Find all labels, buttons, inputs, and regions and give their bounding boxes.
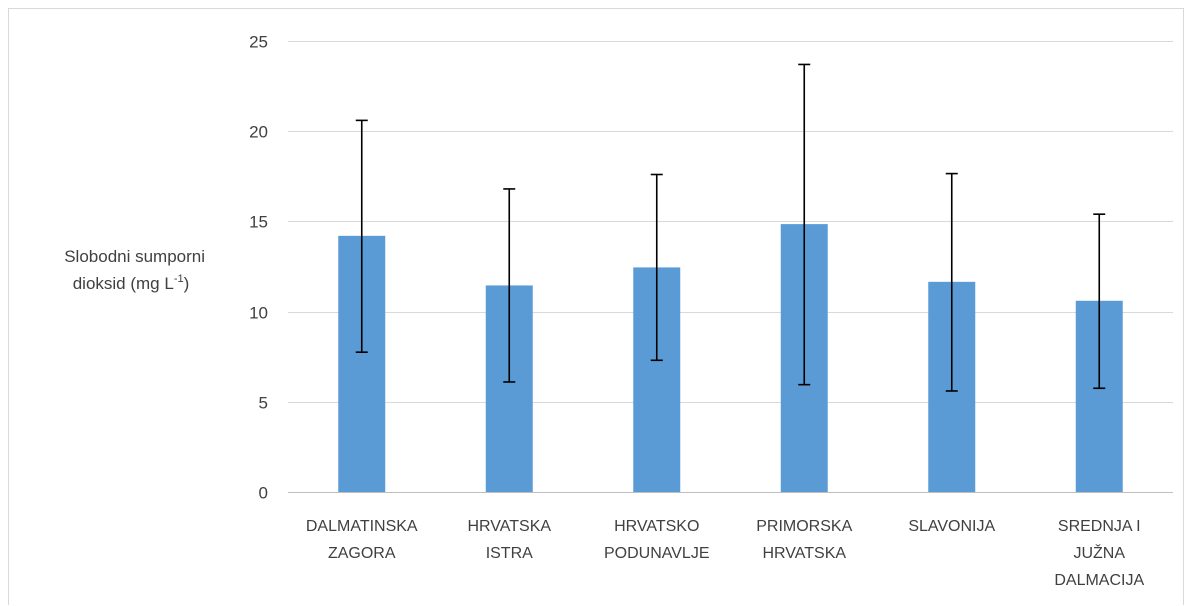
- y-axis-label-tail: ): [184, 274, 190, 293]
- y-tick-label: 20: [249, 123, 268, 142]
- y-tick-label: 0: [259, 484, 268, 503]
- y-tick-label: 10: [249, 304, 268, 323]
- gridlines: [288, 41, 1173, 493]
- category-label-line: JUŽNA: [1073, 543, 1125, 562]
- y-tick-label: 5: [259, 394, 268, 413]
- category-label: DALMATINSKA ZAGORA: [306, 518, 418, 562]
- category-label-line: HRVATSKA: [762, 545, 846, 562]
- error-bar: [798, 63, 811, 386]
- error-bar: [945, 172, 958, 392]
- y-axis-label-superscript: -1: [174, 273, 184, 285]
- error-bars: [355, 63, 1106, 392]
- category-label-line: SREDNJA I: [1058, 518, 1141, 535]
- y-tick-label: 15: [249, 213, 268, 232]
- error-bar: [1093, 213, 1106, 390]
- y-axis-label-line-2: dioksid (mg L-1): [73, 273, 190, 293]
- error-bar: [650, 173, 663, 362]
- category-label-line: HRVATSKA: [467, 518, 551, 535]
- category-label-line: DALMATINSKA: [306, 518, 418, 535]
- error-bar: [355, 119, 368, 353]
- category-label: PRIMORSKA HRVATSKA: [756, 518, 852, 562]
- y-axis-ticks: 0 5 10 15 20 25: [249, 33, 268, 503]
- y-tick-label: 25: [249, 33, 268, 52]
- category-label: HRVATSKO PODUNAVLJE: [604, 518, 710, 562]
- category-label: SREDNJA I JUŽNA DALMACIJA: [1054, 518, 1144, 589]
- category-label: SLAVONIJA: [908, 518, 995, 535]
- y-axis-label-line-2-text: dioksid (mg L: [73, 274, 174, 293]
- category-label-line: HRVATSKO: [614, 518, 699, 535]
- chart-area: [8, 8, 1184, 605]
- category-label-line: ZAGORA: [328, 545, 396, 562]
- error-bar: [503, 188, 516, 383]
- bars: [338, 224, 1123, 492]
- y-axis-label: Slobodni sumporni dioksid (mg L-1): [64, 247, 210, 293]
- category-label-line: DALMACIJA: [1054, 572, 1144, 589]
- category-label-line: PRIMORSKA: [756, 518, 852, 535]
- category-label-line: SLAVONIJA: [908, 518, 995, 535]
- category-label-line: PODUNAVLJE: [604, 545, 710, 562]
- category-label-line: ISTRA: [486, 545, 533, 562]
- category-label: HRVATSKA ISTRA: [467, 518, 551, 562]
- x-axis-categories: DALMATINSKA ZAGORA HRVATSKA ISTRA HRVATSKO PO…: [306, 518, 1145, 589]
- y-axis-label-line-1: Slobodni sumporni: [64, 247, 205, 266]
